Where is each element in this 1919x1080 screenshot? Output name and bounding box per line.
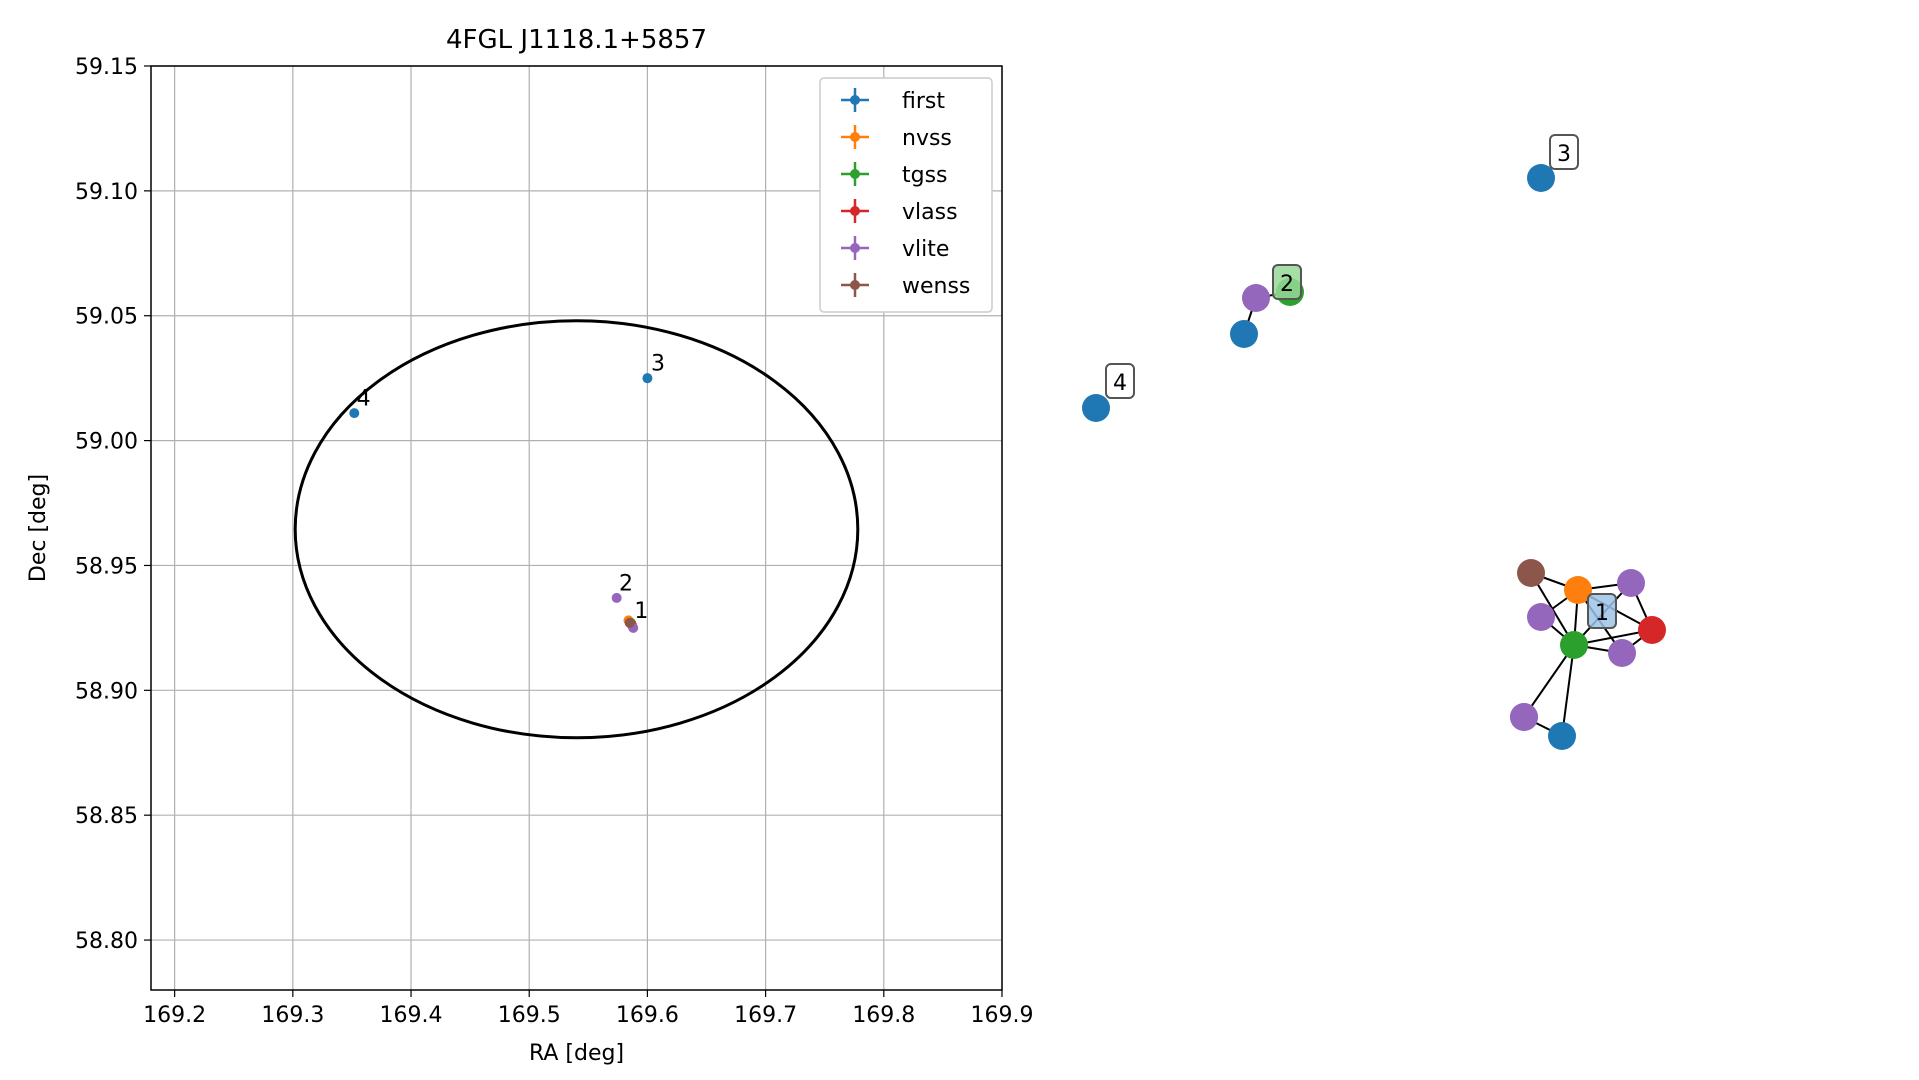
legend-label-vlite: vlite xyxy=(902,237,949,262)
graph-edge xyxy=(1523,644,1575,718)
graph-node-first xyxy=(1230,320,1258,348)
graph-node-vlite xyxy=(1527,603,1555,631)
y-tick-label: 58.95 xyxy=(75,554,138,579)
legend-marker-wenss xyxy=(850,280,860,290)
x-tick-label: 169.6 xyxy=(616,1003,679,1028)
graph-node-nvss xyxy=(1564,576,1592,604)
graph-cluster-label: 2 xyxy=(1280,272,1294,297)
graph-node-first xyxy=(1082,394,1110,422)
graph-node-wenss xyxy=(1517,559,1545,587)
y-tick-label: 59.00 xyxy=(75,430,138,455)
data-marks: 12 3 4 xyxy=(293,319,860,740)
graph-edge xyxy=(1561,644,1575,737)
y-axis-ticks: 58.80 58.85 58.90 58.95 59.00 59.05 59.10 59.15 xyxy=(75,55,151,954)
y-tick-label: 59.15 xyxy=(75,55,138,80)
legend-marker-first xyxy=(850,95,860,105)
y-tick-label: 58.85 xyxy=(75,804,138,829)
graph-cluster-label-box xyxy=(1272,264,1302,300)
annotation-label: 4 xyxy=(357,387,371,412)
error-ellipse xyxy=(293,319,860,740)
x-tick-label: 169.9 xyxy=(971,1003,1034,1028)
graph-node-first xyxy=(1548,722,1576,750)
graph-cluster-label-box xyxy=(1549,134,1579,170)
y-tick-label: 59.05 xyxy=(75,305,138,330)
network-graph: 1 2 3 4 xyxy=(1082,134,1666,750)
point-wenss xyxy=(624,617,635,628)
graph-cluster-label-box xyxy=(1587,593,1617,629)
x-tick-label: 169.3 xyxy=(261,1003,324,1028)
annotation-label: 2 xyxy=(619,571,633,596)
graph-cluster-label: 3 xyxy=(1557,142,1571,167)
legend-label-nvss: nvss xyxy=(902,126,952,151)
graph-cluster-label: 4 xyxy=(1113,371,1127,396)
graph-node-first xyxy=(1527,164,1555,192)
point-first xyxy=(642,373,653,384)
legend-marker-vlass xyxy=(850,206,860,216)
y-tick-label: 58.90 xyxy=(75,679,138,704)
legend-label-first: first xyxy=(902,89,945,114)
x-tick-label: 169.4 xyxy=(380,1003,443,1028)
x-tick-label: 169.8 xyxy=(852,1003,915,1028)
legend-marker-tgss xyxy=(850,169,860,179)
y-tick-label: 59.10 xyxy=(75,180,138,205)
point-first xyxy=(349,408,360,419)
x-axis-label: RA [deg] xyxy=(529,1041,624,1066)
x-tick-label: 169.2 xyxy=(143,1003,206,1028)
grid-lines xyxy=(151,65,1003,990)
legend-marker-nvss xyxy=(850,132,860,142)
plot-frame xyxy=(150,65,1003,991)
graph-node-vlite xyxy=(1608,639,1636,667)
y-axis-label: Dec [deg] xyxy=(26,474,51,582)
chart-title: 4FGL J1118.1+5857 xyxy=(446,25,707,55)
graph-node-vlite xyxy=(1242,284,1270,312)
annotation-label: 3 xyxy=(651,352,665,377)
legend-marker-vlite xyxy=(850,243,860,253)
annotation-label: 1 xyxy=(634,599,648,624)
legend-label-tgss: tgss xyxy=(902,163,948,188)
x-tick-label: 169.7 xyxy=(734,1003,797,1028)
graph-node-vlite xyxy=(1617,569,1645,597)
legend-label-wenss: wenss xyxy=(902,274,970,299)
legend-label-vlass: vlass xyxy=(902,200,958,225)
graph-node-tgss xyxy=(1560,631,1588,659)
graph-cluster-label: 1 xyxy=(1595,601,1609,626)
x-tick-label: 169.5 xyxy=(498,1003,561,1028)
graph-cluster-label-box xyxy=(1105,363,1135,399)
legend: first nvss tgss vlass vlite wenss xyxy=(819,77,993,313)
graph-node-vlite xyxy=(1510,703,1538,731)
graph-node-vlass xyxy=(1638,616,1666,644)
x-axis-ticks: 169.2 169.3 169.4 169.5 169.6 169.7 169.8 169.9 xyxy=(143,990,1033,1028)
point-vlite xyxy=(611,592,622,603)
y-tick-label: 58.80 xyxy=(75,929,138,954)
